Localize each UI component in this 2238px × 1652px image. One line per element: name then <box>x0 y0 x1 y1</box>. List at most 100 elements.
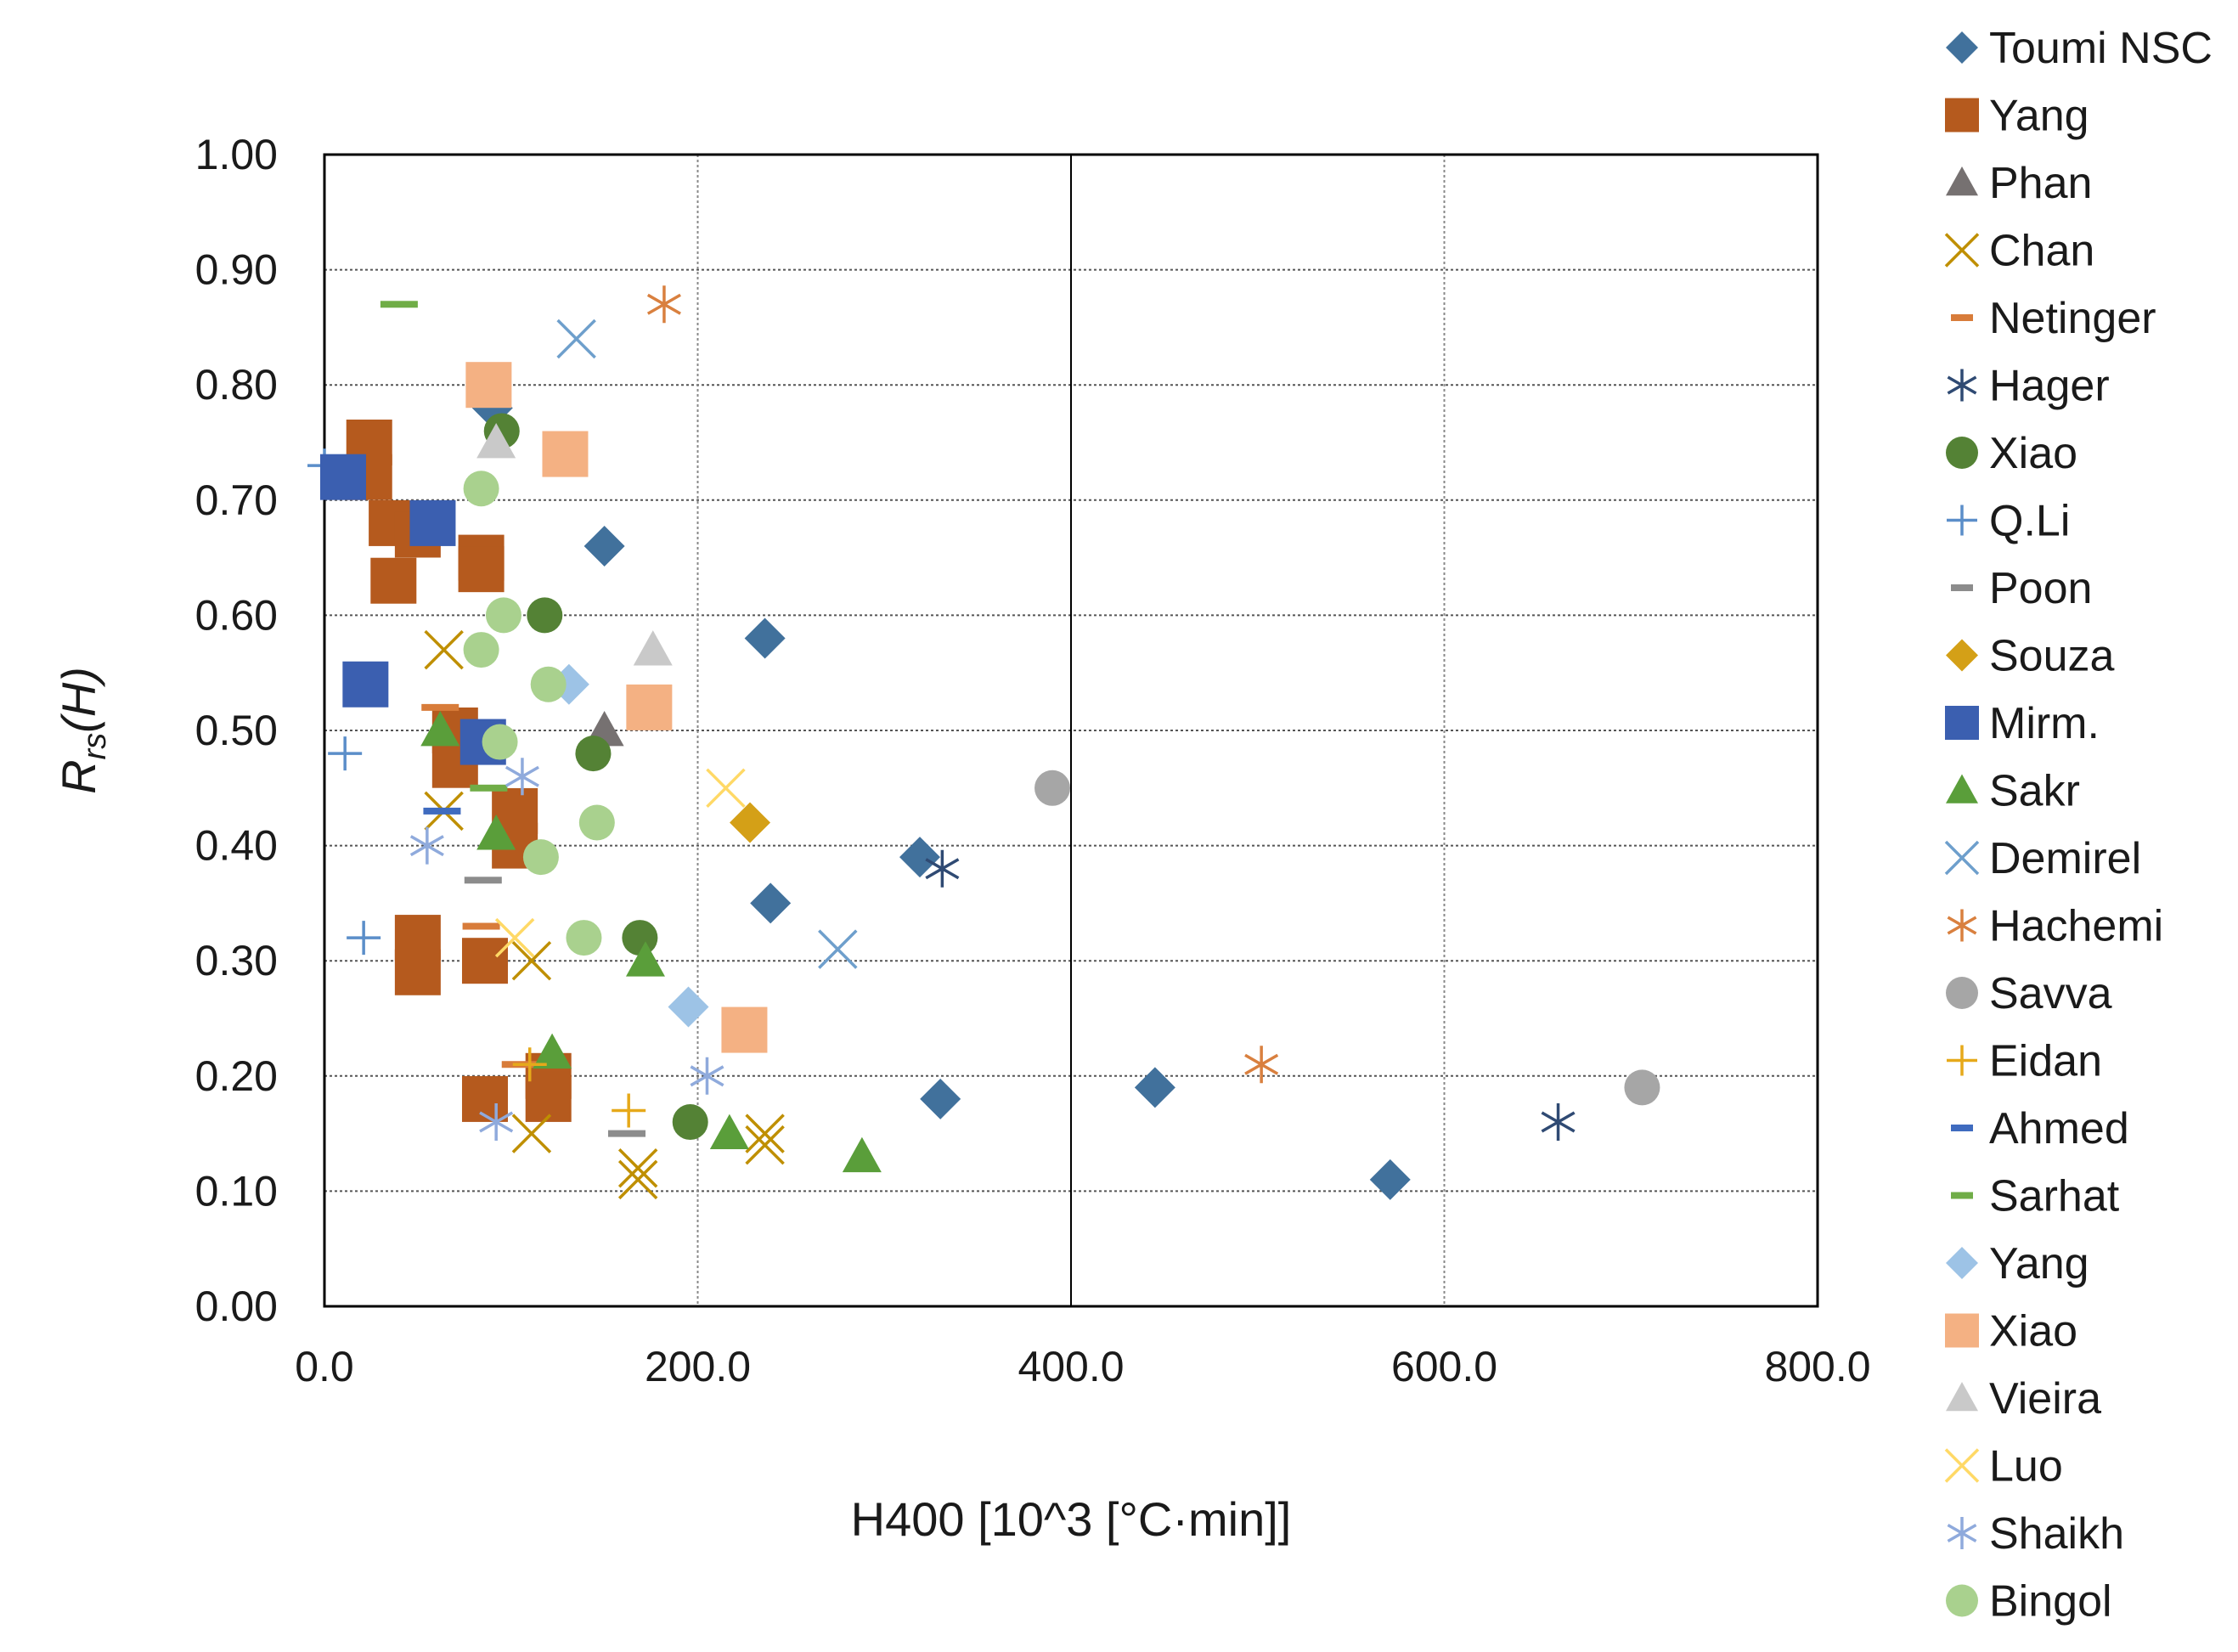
legend-label: Toumi NSC <box>1989 24 2213 73</box>
legend-entry: Bingol <box>1946 1577 2112 1627</box>
data-point <box>607 1130 645 1137</box>
data-point <box>522 839 559 876</box>
legend-entry: Xiao <box>1945 1307 2077 1356</box>
data-point <box>617 1148 658 1188</box>
legend-marker <box>1945 1313 1979 1348</box>
data-point <box>730 802 771 843</box>
legend-marker <box>1947 909 1977 942</box>
data-point <box>512 1047 547 1082</box>
series-ahmed <box>423 807 461 815</box>
legend-label: Luo <box>1989 1442 2063 1491</box>
legend-marker <box>1944 233 1980 268</box>
y-axis-label-tail: (H) <box>52 667 105 733</box>
series-souza <box>730 802 771 843</box>
data-point <box>328 736 363 771</box>
legend-marker <box>1945 98 1979 132</box>
series-xiao <box>483 413 708 1141</box>
data-point <box>409 499 456 546</box>
y-axis-label-main: R <box>52 759 105 793</box>
legend-marker <box>1947 1045 1977 1076</box>
data-point <box>721 1006 768 1053</box>
data-point <box>479 1103 514 1142</box>
plot-area <box>323 153 1819 1308</box>
data-point <box>482 724 518 760</box>
data-point <box>409 826 444 865</box>
y-tick-label: 0.60 <box>195 591 278 639</box>
data-point <box>542 431 589 477</box>
legend-entry: Souza <box>1946 632 2115 681</box>
legend-marker <box>1946 639 1978 672</box>
legend-label: Sakr <box>1989 767 2080 816</box>
series-sarhat <box>380 301 508 792</box>
legend-label: Vieira <box>1989 1374 2101 1424</box>
legend-entry: Hachemi <box>1947 902 2163 951</box>
legend-label: Poon <box>1989 564 2092 613</box>
legend-label: Souza <box>1989 632 2115 681</box>
series-bingol <box>463 471 615 956</box>
data-point <box>420 711 460 747</box>
y-tick-label: 0.30 <box>195 937 278 984</box>
data-point <box>818 929 858 969</box>
legend-marker <box>1947 1517 1977 1549</box>
data-point <box>744 617 786 659</box>
data-point <box>505 758 539 796</box>
data-point <box>622 920 658 956</box>
data-point <box>319 454 366 500</box>
series-demirel <box>556 319 858 969</box>
data-point <box>556 319 596 359</box>
legend-marker <box>1946 437 1978 469</box>
series-hager <box>925 849 1576 1142</box>
legend-marker <box>1946 31 1978 64</box>
legend-label: Bingol <box>1989 1577 2112 1627</box>
x-tick-label: 0.0 <box>295 1343 354 1390</box>
x-axis-label: H400 [10^3 [°C·min]] <box>851 1492 1292 1546</box>
legend-entry: Poon <box>1951 564 2092 613</box>
y-tick-label: 1.00 <box>195 131 278 178</box>
legend-label: Xiao <box>1989 1307 2077 1356</box>
legend-marker <box>1951 584 1973 591</box>
data-point <box>899 837 941 878</box>
data-point <box>750 882 792 924</box>
data-point <box>709 1114 749 1149</box>
legend-label: Phan <box>1989 159 2092 208</box>
data-point <box>342 661 389 708</box>
data-point <box>461 938 508 984</box>
data-point <box>494 917 535 958</box>
legend-marker <box>1946 166 1978 196</box>
data-point <box>842 1136 882 1173</box>
legend-entry: Xiao <box>1946 429 2077 478</box>
legend-entry: Eidan <box>1947 1037 2102 1086</box>
series-chan <box>424 629 785 1200</box>
data-point <box>575 736 612 772</box>
data-point <box>511 1114 552 1153</box>
data-point <box>423 807 461 815</box>
data-point <box>421 703 459 711</box>
legend-marker <box>1944 1448 1980 1483</box>
legend-marker <box>1946 774 1978 803</box>
series-eidan <box>512 1047 646 1128</box>
series-mirm- <box>319 454 506 765</box>
y-tick-label: 0.10 <box>195 1167 278 1215</box>
legend-label: Sarhat <box>1989 1172 2120 1221</box>
series-luo <box>494 768 746 958</box>
series-vieira <box>476 423 673 666</box>
legend-label: Ahmed <box>1989 1104 2129 1153</box>
legend-entry: Phan <box>1946 159 2092 208</box>
data-point <box>672 1104 708 1141</box>
legend-marker <box>1947 505 1977 536</box>
legend-marker <box>1944 840 1980 876</box>
y-tick-label: 0.70 <box>195 476 278 524</box>
data-point <box>583 526 625 567</box>
data-point <box>527 597 563 634</box>
data-point <box>925 849 960 888</box>
data-point <box>1369 1159 1411 1200</box>
data-point <box>511 940 552 981</box>
data-point <box>470 784 508 792</box>
legend-label: Eidan <box>1989 1037 2102 1086</box>
legend-entry: Hager <box>1947 362 2110 411</box>
data-point <box>463 471 499 507</box>
legend-entry: Q.Li <box>1947 497 2070 546</box>
data-point <box>1244 1046 1279 1084</box>
legend-marker <box>1946 1584 1978 1617</box>
legend-entry: Luo <box>1944 1442 2063 1491</box>
